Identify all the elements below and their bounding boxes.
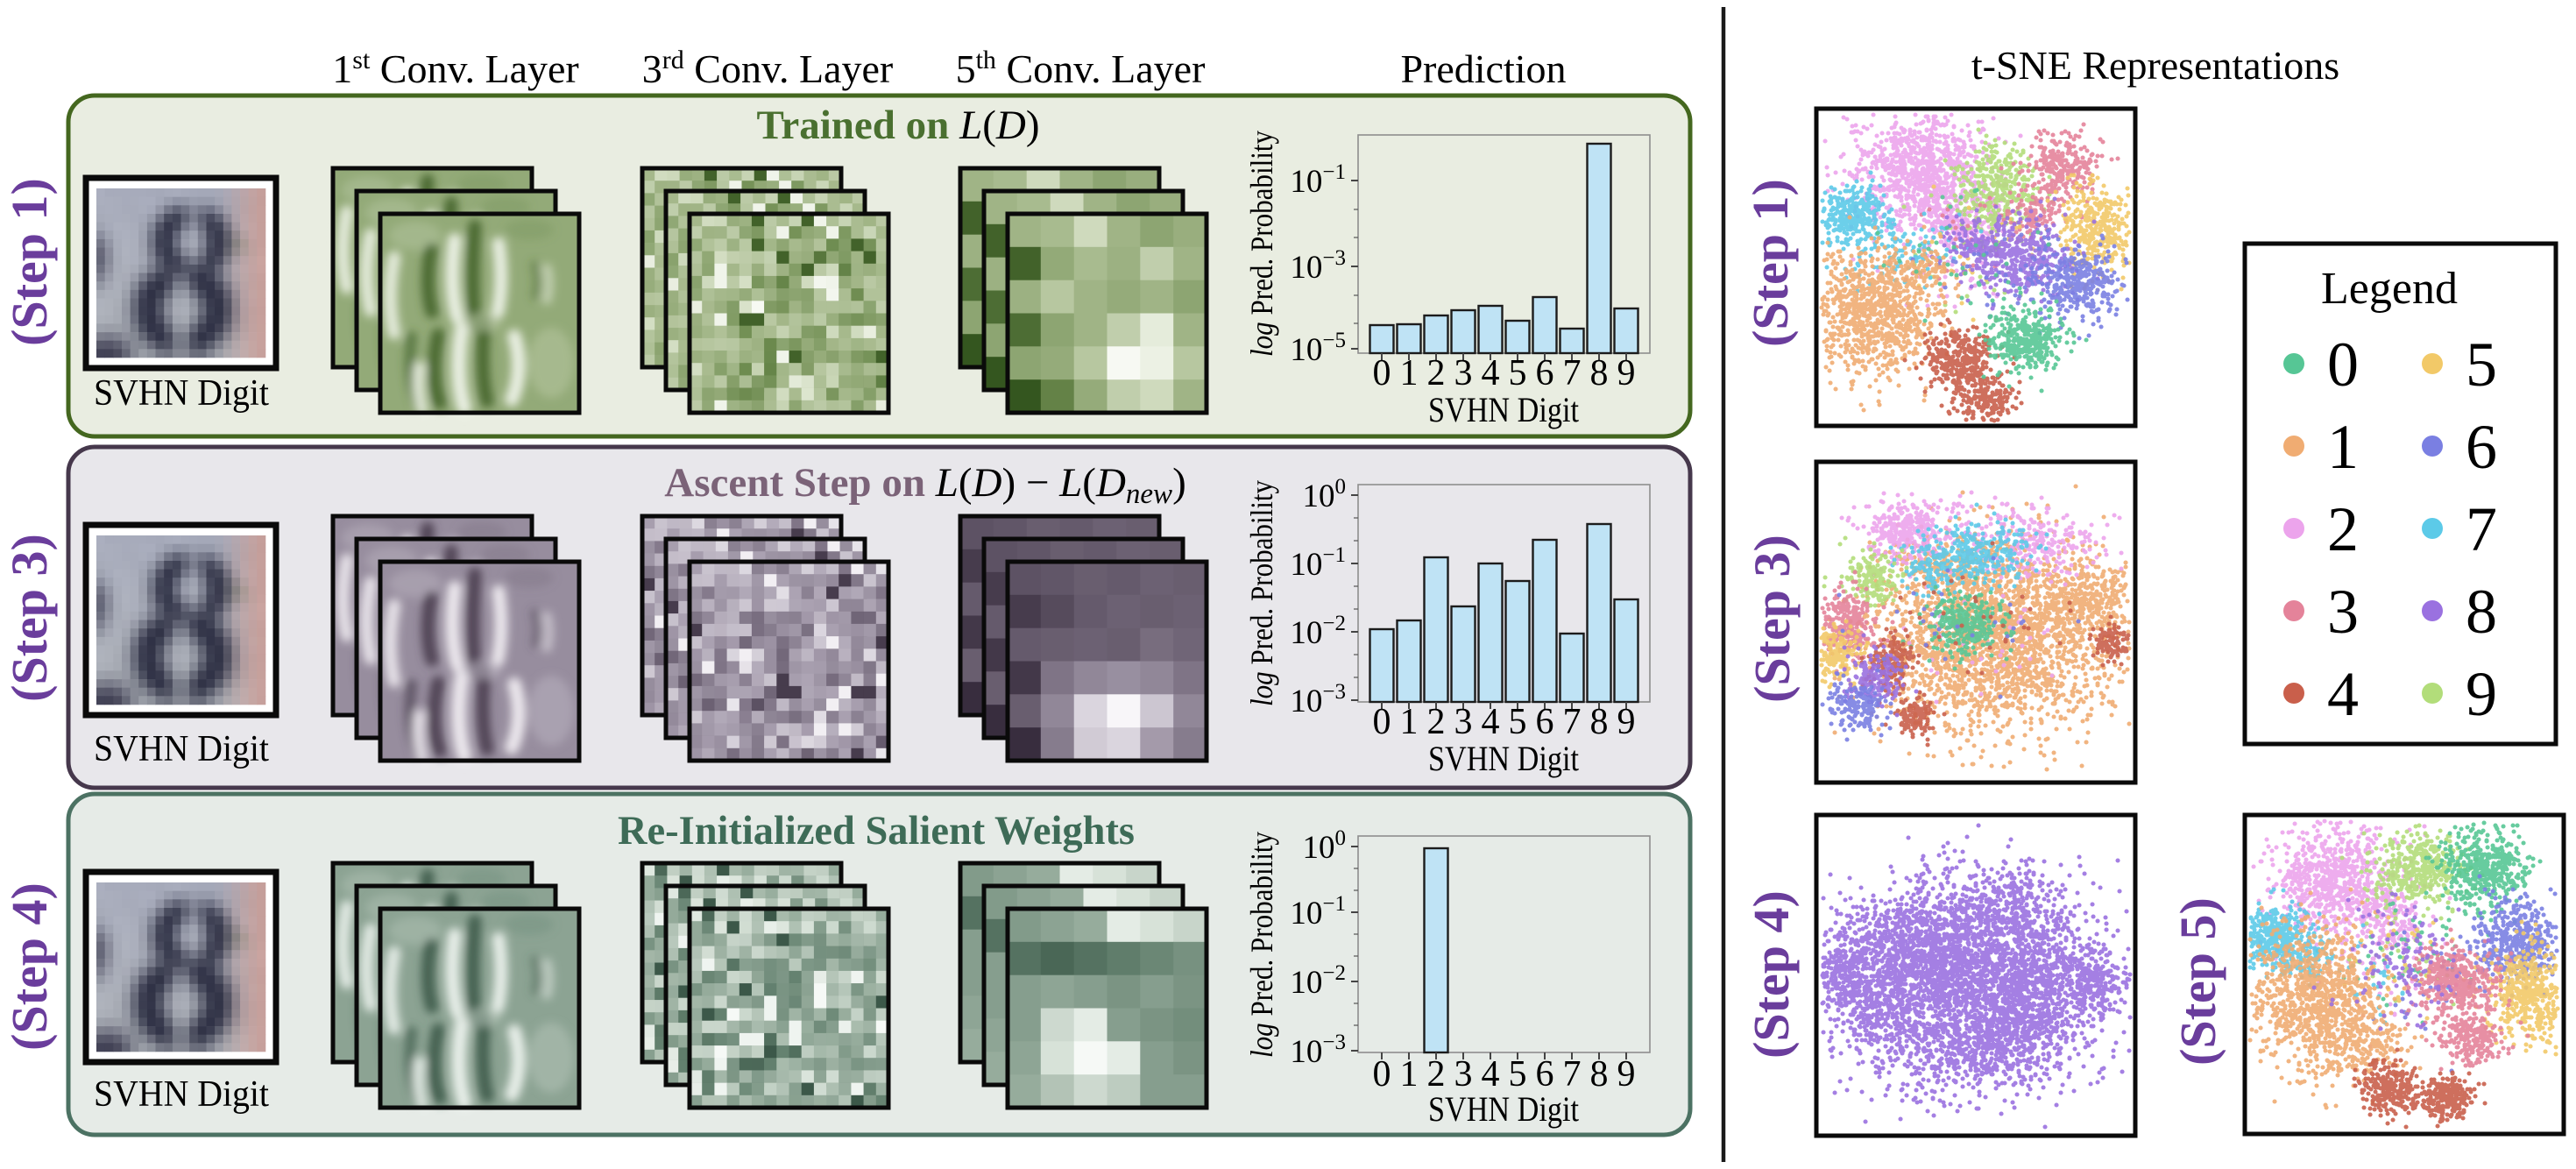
svg-text:t-SNE Representations: t-SNE Representations <box>1971 43 2339 88</box>
svg-text:SVHN Digit: SVHN Digit <box>1428 390 1579 429</box>
svg-text:SVHN Digit: SVHN Digit <box>94 373 269 414</box>
svg-text:(Step 3): (Step 3) <box>1744 535 1801 703</box>
svg-text:10−2: 10−2 <box>1290 961 1346 1001</box>
svg-text:3rd Conv. Layer: 3rd Conv. Layer <box>642 46 893 91</box>
svg-text:5: 5 <box>1509 353 1527 393</box>
svg-text:SVHN Digit: SVHN Digit <box>94 729 269 769</box>
svg-text:6: 6 <box>1536 1054 1554 1095</box>
svg-text:0: 0 <box>1373 353 1391 393</box>
svg-text:(Step 3): (Step 3) <box>1 534 58 702</box>
svg-text:(Step 4): (Step 4) <box>1743 890 1800 1059</box>
svg-text:10−3: 10−3 <box>1290 1031 1346 1070</box>
svg-text:SVHN Digit: SVHN Digit <box>94 1074 269 1115</box>
svg-text:1: 1 <box>2327 412 2359 482</box>
svg-text:Trained on L(D): Trained on L(D) <box>757 103 1040 148</box>
svg-text:3: 3 <box>1454 702 1473 742</box>
svg-text:3: 3 <box>1454 1054 1473 1095</box>
svg-text:1: 1 <box>1400 1054 1419 1095</box>
svg-text:5: 5 <box>1509 1054 1527 1095</box>
svg-text:9: 9 <box>1617 702 1636 742</box>
svg-text:2: 2 <box>1427 353 1446 393</box>
svg-text:1st Conv. Layer: 1st Conv. Layer <box>332 46 578 91</box>
svg-text:SVHN Digit: SVHN Digit <box>1428 1089 1579 1129</box>
svg-text:7: 7 <box>1563 353 1582 393</box>
svg-text:0: 0 <box>2327 329 2359 400</box>
svg-text:9: 9 <box>2466 659 2497 729</box>
svg-text:log Pred. Probability: log Pred. Probability <box>1244 832 1279 1058</box>
svg-text:7: 7 <box>1563 702 1582 742</box>
svg-text:9: 9 <box>1617 1054 1636 1095</box>
svg-text:8: 8 <box>1590 702 1609 742</box>
svg-text:6: 6 <box>2466 412 2497 482</box>
svg-text:2: 2 <box>2327 494 2359 564</box>
svg-text:8: 8 <box>2466 577 2497 647</box>
svg-text:(Step 1): (Step 1) <box>1742 179 1799 347</box>
svg-text:Re-Initialized Salient Weights: Re-Initialized Salient Weights <box>618 808 1135 854</box>
svg-text:4: 4 <box>1482 353 1500 393</box>
svg-text:4: 4 <box>2327 659 2359 729</box>
svg-text:5th Conv. Layer: 5th Conv. Layer <box>956 46 1206 91</box>
svg-text:7: 7 <box>1563 1054 1582 1095</box>
svg-text:3: 3 <box>1454 353 1473 393</box>
svg-text:4: 4 <box>1482 1054 1500 1095</box>
svg-text:3: 3 <box>2327 577 2359 647</box>
svg-text:5: 5 <box>2466 329 2497 400</box>
svg-text:log Pred. Probability: log Pred. Probability <box>1244 131 1279 357</box>
svg-text:2: 2 <box>1427 702 1446 742</box>
svg-text:7: 7 <box>2466 494 2497 564</box>
svg-text:(Step 5): (Step 5) <box>2169 897 2226 1066</box>
svg-text:0: 0 <box>1373 1054 1391 1095</box>
svg-text:8: 8 <box>1590 353 1609 393</box>
svg-text:1: 1 <box>1400 353 1419 393</box>
svg-text:9: 9 <box>1617 353 1636 393</box>
svg-text:0: 0 <box>1373 702 1391 742</box>
svg-text:Ascent Step on L(D) − L(Dnew): Ascent Step on L(D) − L(Dnew) <box>664 460 1185 510</box>
svg-text:(Step 1): (Step 1) <box>1 178 58 346</box>
svg-text:Legend: Legend <box>2321 264 2458 314</box>
svg-text:Prediction: Prediction <box>1400 46 1566 91</box>
svg-text:SVHN Digit: SVHN Digit <box>1428 739 1579 778</box>
svg-text:6: 6 <box>1536 353 1554 393</box>
svg-text:1: 1 <box>1400 702 1419 742</box>
svg-text:2: 2 <box>1427 1054 1446 1095</box>
svg-text:8: 8 <box>1590 1054 1609 1095</box>
svg-text:(Step 4): (Step 4) <box>1 882 58 1051</box>
svg-text:6: 6 <box>1536 702 1554 742</box>
svg-text:4: 4 <box>1482 702 1500 742</box>
svg-text:log Pred. Probability: log Pred. Probability <box>1244 480 1279 706</box>
svg-text:10−3: 10−3 <box>1290 680 1346 719</box>
svg-text:5: 5 <box>1509 702 1527 742</box>
